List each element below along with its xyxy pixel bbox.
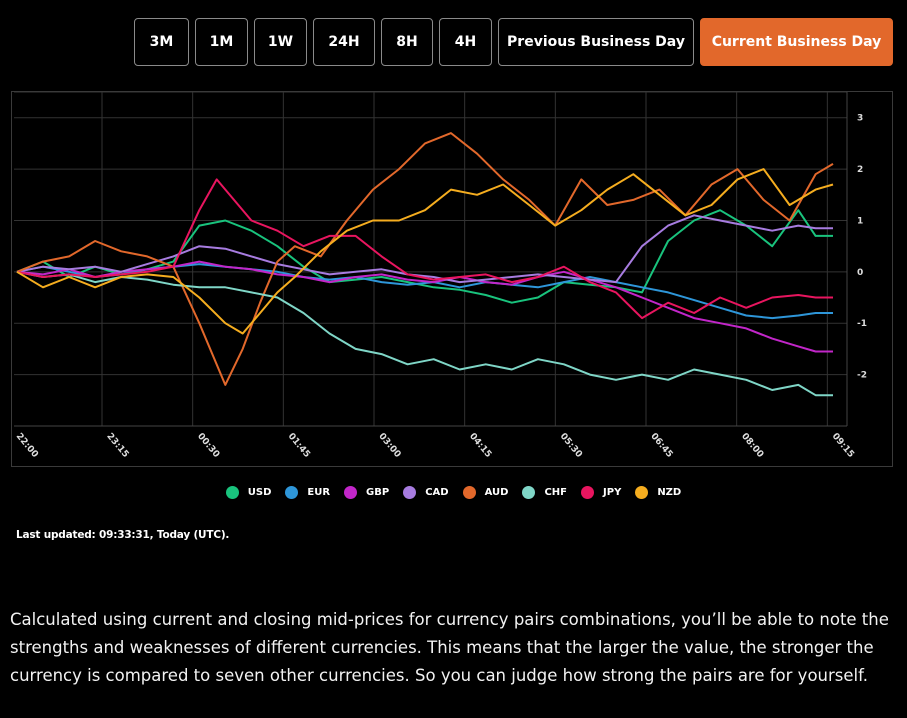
- legend-label: CHF: [544, 487, 568, 498]
- series-line-chf: [16, 270, 833, 397]
- legend-label: NZD: [657, 487, 682, 498]
- series-line-nzd: [16, 168, 834, 335]
- range-button-1m[interactable]: 1M: [195, 18, 248, 66]
- legend-dot: [581, 486, 595, 499]
- legend-dot: [344, 486, 358, 499]
- series-line-gbp: [16, 260, 833, 353]
- range-button-4h[interactable]: 4H: [439, 18, 492, 66]
- chart-svg: 3 2 1 0 -1 -2 22:00 23:15 00:30 01:45 03:00 04:15 05…: [14, 92, 867, 460]
- range-button-previous-business-day[interactable]: Previous Business Day: [498, 18, 694, 66]
- legend-dot: [635, 486, 649, 499]
- y-tick-label: 3: [857, 114, 863, 124]
- series-line-cad: [16, 214, 833, 284]
- last-updated-text: Last updated: 09:33:31, Today (UTC).: [16, 529, 230, 541]
- legend-item-aud[interactable]: AUD: [462, 486, 509, 499]
- range-button-3m[interactable]: 3M: [134, 18, 189, 66]
- legend-dot: [462, 486, 476, 499]
- range-button-8h[interactable]: 8H: [381, 18, 433, 66]
- legend-dot: [225, 486, 239, 499]
- range-button-current-business-day[interactable]: Current Business Day: [700, 18, 893, 66]
- legend-dot: [285, 486, 299, 499]
- legend-item-chf[interactable]: CHF: [522, 486, 567, 499]
- currency-strength-chart: 3 2 1 0 -1 -2 22:00 23:15 00:30 01:45 03:00 04:15 05…: [11, 91, 893, 467]
- range-button-24h[interactable]: 24H: [313, 18, 375, 66]
- x-tick-label: 23:15: [104, 432, 130, 460]
- series-line-jpy: [16, 178, 833, 320]
- x-tick-label: 09:15: [830, 432, 856, 460]
- range-button-1w[interactable]: 1W: [254, 18, 307, 66]
- legend-label: EUR: [307, 487, 331, 498]
- legend-label: USD: [247, 487, 272, 498]
- legend-label: AUD: [484, 487, 509, 498]
- x-tick-label: 08:00: [739, 432, 765, 460]
- legend-item-usd[interactable]: USD: [225, 486, 272, 499]
- x-tick-label: 22:00: [14, 432, 40, 460]
- x-tick-label: 04:15: [467, 432, 493, 460]
- legend-item-cad[interactable]: CAD: [403, 486, 449, 499]
- x-tick-label: 01:45: [286, 432, 312, 460]
- legend-label: JPY: [603, 487, 622, 498]
- legend-dot: [403, 486, 417, 499]
- x-tick-label: 03:00: [376, 432, 402, 460]
- x-tick-label: 06:45: [648, 432, 674, 460]
- series-line-usd: [16, 209, 833, 304]
- legend-label: CAD: [425, 487, 449, 498]
- y-tick-label: 2: [857, 165, 863, 175]
- legend-item-nzd[interactable]: NZD: [635, 486, 681, 499]
- description-text: Calculated using current and closing mid…: [10, 610, 889, 685]
- y-tick-label: 0: [857, 268, 863, 278]
- chart-legend: USD EUR GBP CAD AUD CHF JPY NZD: [0, 486, 907, 499]
- legend-item-gbp[interactable]: GBP: [344, 486, 389, 499]
- legend-label: GBP: [366, 487, 390, 498]
- y-tick-label: -2: [857, 371, 867, 381]
- x-tick-label: 00:30: [195, 432, 221, 460]
- legend-dot: [522, 486, 536, 499]
- y-tick-label: -1: [857, 319, 867, 329]
- series-line-aud: [16, 132, 834, 386]
- legend-item-jpy[interactable]: JPY: [581, 486, 621, 499]
- legend-item-eur[interactable]: EUR: [285, 486, 330, 499]
- x-tick-label: 05:30: [558, 432, 584, 460]
- y-tick-label: 1: [857, 216, 863, 226]
